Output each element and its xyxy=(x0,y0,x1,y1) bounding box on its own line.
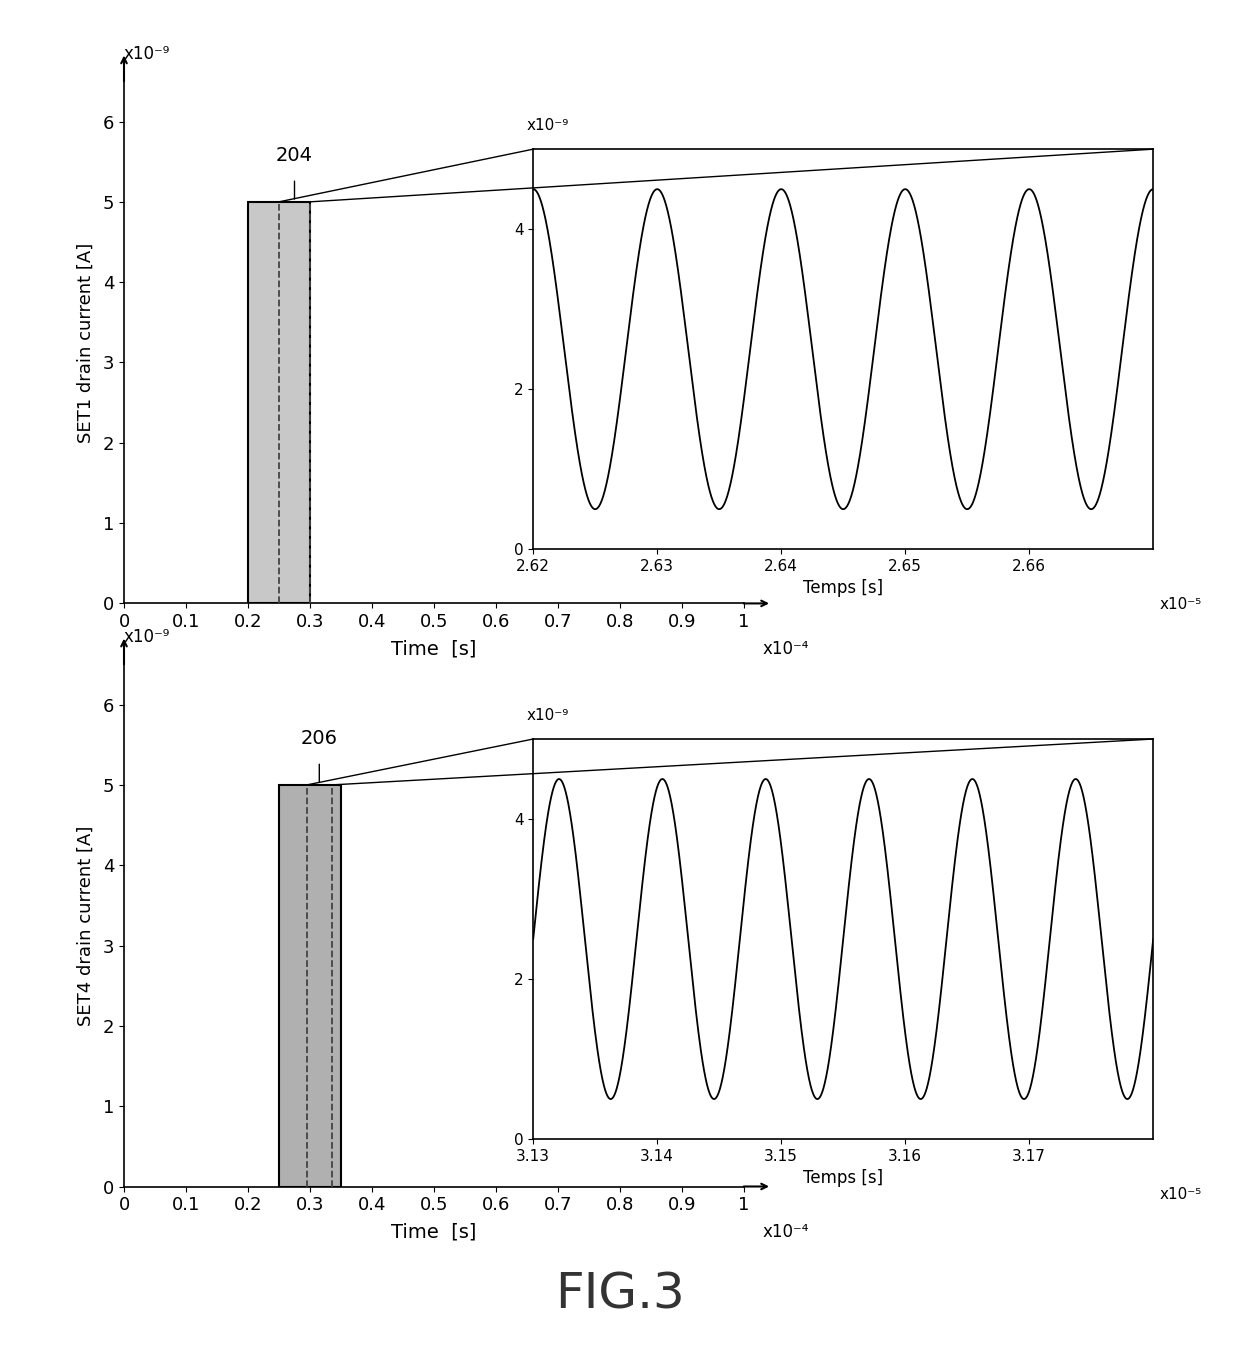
Text: x10⁻⁹: x10⁻⁹ xyxy=(527,118,569,133)
Text: 204: 204 xyxy=(277,146,312,165)
X-axis label: Time  [s]: Time [s] xyxy=(392,1223,476,1242)
X-axis label: Time  [s]: Time [s] xyxy=(392,640,476,659)
Text: x10⁻⁵: x10⁻⁵ xyxy=(1159,597,1202,612)
Text: x10⁻⁴: x10⁻⁴ xyxy=(763,640,808,658)
Text: x10⁻⁵: x10⁻⁵ xyxy=(1159,1186,1202,1201)
Text: FIG.3: FIG.3 xyxy=(556,1271,684,1319)
Text: x10⁻⁹: x10⁻⁹ xyxy=(124,45,170,64)
Text: x10⁻⁹: x10⁻⁹ xyxy=(527,708,569,723)
X-axis label: Temps [s]: Temps [s] xyxy=(804,579,883,598)
X-axis label: Temps [s]: Temps [s] xyxy=(804,1169,883,1188)
Bar xyxy=(248,202,310,603)
Text: x10⁻⁴: x10⁻⁴ xyxy=(763,1223,808,1241)
Text: 206: 206 xyxy=(301,730,337,749)
Y-axis label: SET1 drain current [A]: SET1 drain current [A] xyxy=(77,243,94,442)
Bar xyxy=(279,785,341,1186)
Y-axis label: SET4 drain current [A]: SET4 drain current [A] xyxy=(77,826,94,1025)
Text: x10⁻⁹: x10⁻⁹ xyxy=(124,628,170,647)
